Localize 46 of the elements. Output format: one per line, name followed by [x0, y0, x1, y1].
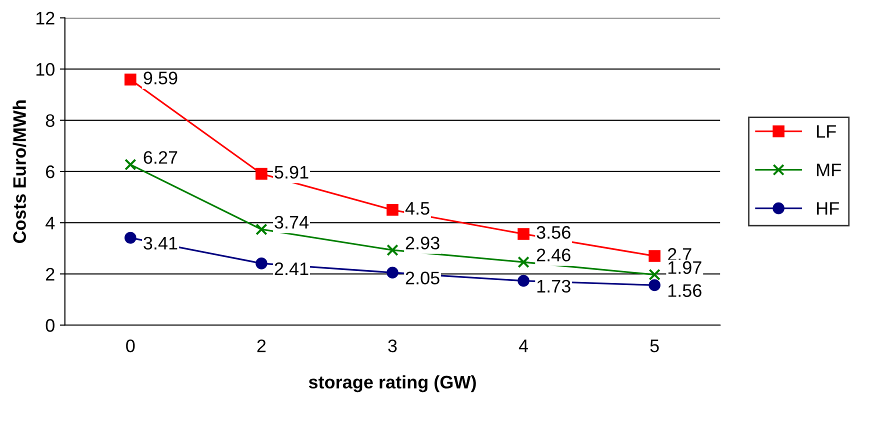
y-tick-label: 2 — [46, 268, 54, 280]
data-label: 3.74 — [274, 216, 309, 229]
point — [518, 228, 530, 240]
point — [386, 266, 398, 279]
y-tick-label: 0 — [46, 319, 54, 332]
data-label: 1.56 — [668, 284, 702, 297]
y-axis-title: Costs Euro/MWh — [12, 100, 26, 243]
data-label: 6.27 — [144, 151, 178, 164]
legend-label: HF — [817, 202, 839, 215]
data-label: 2.05 — [406, 272, 440, 284]
legend-label: MF — [817, 164, 841, 176]
point — [386, 204, 398, 216]
x-axis-title: storage rating (GW) — [308, 375, 476, 392]
data-label: 2.46 — [536, 248, 570, 262]
y-tick-label: 12 — [36, 12, 54, 24]
point — [124, 74, 136, 86]
point — [518, 274, 530, 287]
point — [648, 268, 660, 281]
point — [256, 223, 268, 236]
data-label: 9.59 — [144, 72, 178, 84]
point — [648, 250, 660, 262]
point — [648, 279, 660, 292]
point — [256, 168, 268, 180]
y-tick-label: 8 — [46, 114, 54, 127]
point — [124, 232, 136, 244]
point — [256, 258, 268, 270]
x-tick-label: 0 — [126, 339, 135, 352]
x-tick-label: 3 — [388, 339, 397, 352]
point — [124, 158, 136, 170]
y-tick-label: 4 — [46, 216, 55, 230]
legend-label: LF — [817, 125, 836, 138]
data-label: 5.91 — [274, 166, 308, 179]
data-label: 2.93 — [406, 236, 440, 250]
point — [386, 244, 398, 256]
data-label: 3.56 — [536, 226, 570, 239]
x-tick-label: 4 — [518, 340, 528, 352]
data-label: 4.5 — [405, 202, 430, 215]
data-label: 1.73 — [537, 280, 570, 293]
data-label: 3.41 — [144, 236, 178, 250]
x-tick-label: 5 — [650, 340, 659, 352]
x-tick-label: 2 — [257, 339, 266, 352]
data-label: 2.41 — [274, 262, 308, 276]
y-tick-label: 6 — [46, 165, 54, 178]
data-label: 1.97 — [668, 261, 702, 274]
y-tick-label: 10 — [36, 62, 54, 76]
point — [518, 256, 530, 268]
